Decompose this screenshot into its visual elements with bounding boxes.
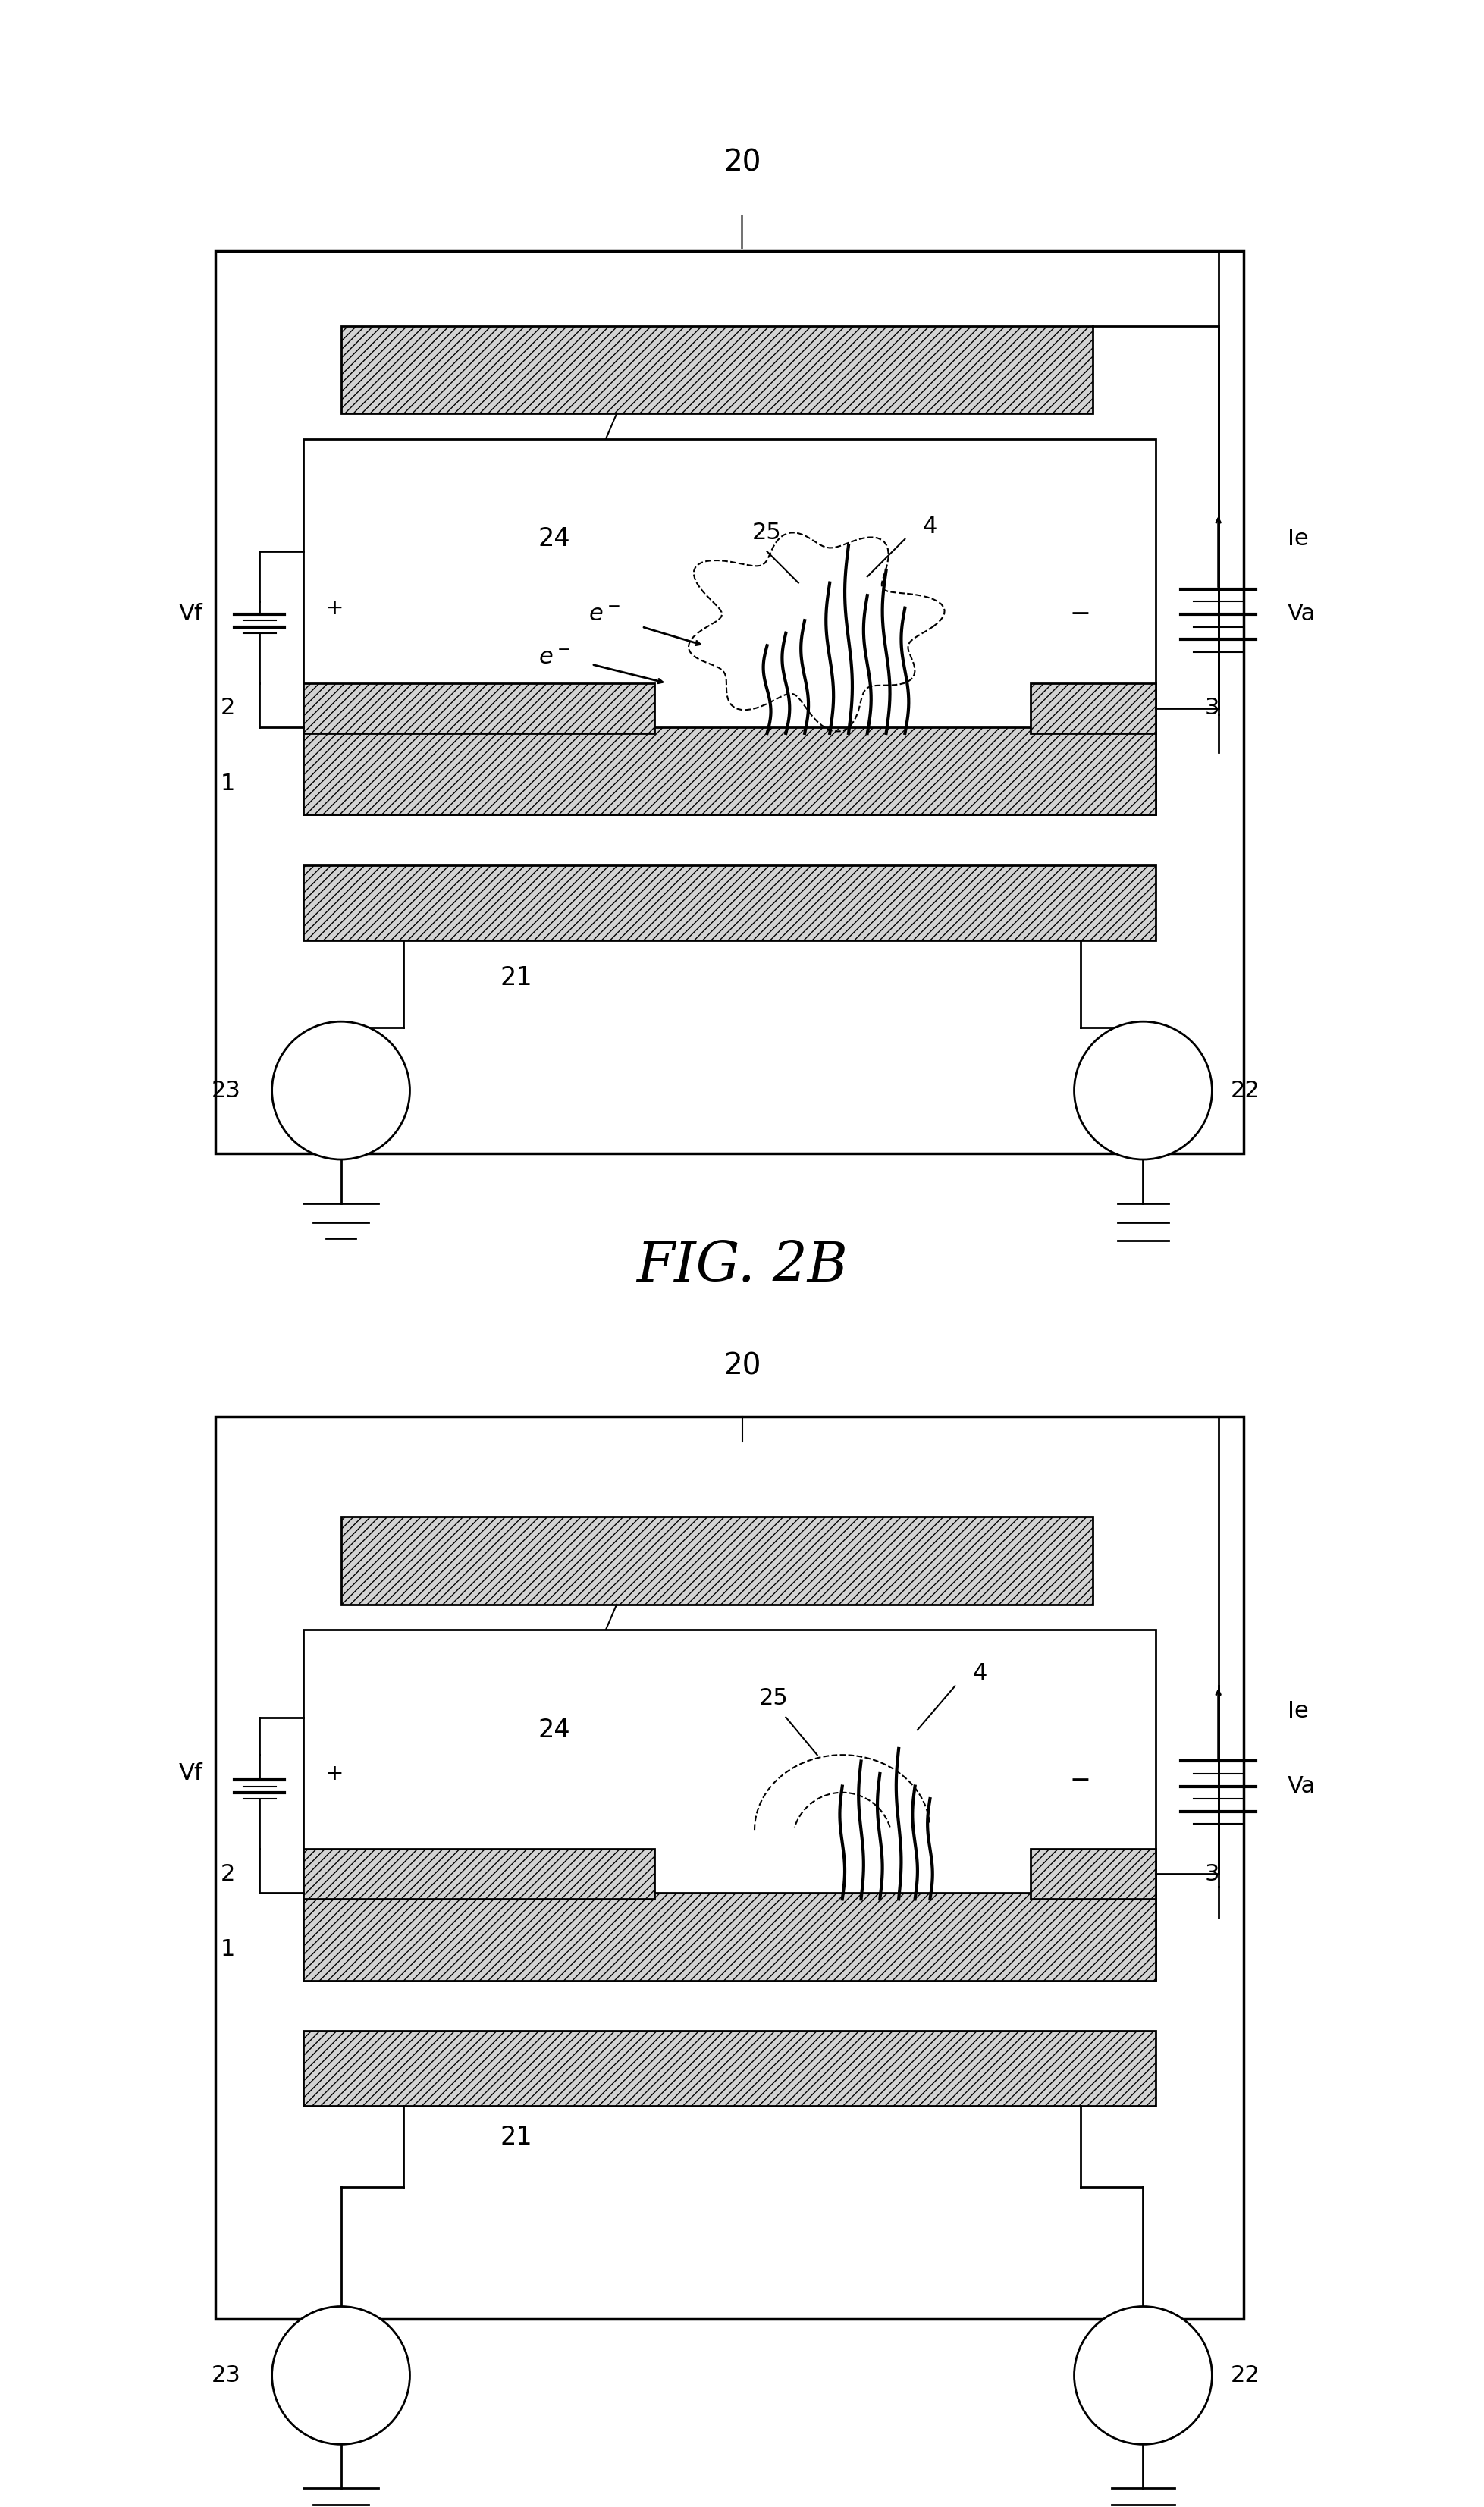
Text: 21: 21 [500,965,533,990]
Circle shape [272,1023,410,1158]
Text: $e^-$: $e^-$ [539,647,570,669]
Bar [215,251,1244,1153]
Text: 25: 25 [758,1687,788,1710]
Text: 1: 1 [221,772,236,795]
Text: Vf: Vf [178,1762,202,1785]
Text: Vf: Vf [178,604,202,624]
Text: 22: 22 [1230,2364,1260,2387]
Text: 22: 22 [1230,1081,1260,1101]
Bar [215,1416,1244,2319]
Bar [1030,682,1156,732]
Bar [1030,1850,1156,1900]
Circle shape [1074,1023,1212,1158]
Text: 4: 4 [923,516,938,536]
Bar [303,682,654,732]
Text: −: − [1070,602,1091,627]
Text: 20: 20 [723,1351,761,1381]
Text: 24: 24 [537,1717,570,1742]
Text: 25: 25 [752,521,782,544]
Bar [303,2031,1156,2106]
Text: +: + [326,1762,343,1785]
Bar [303,865,1156,940]
Circle shape [272,2306,410,2444]
Bar [341,326,1094,414]
Text: FIG. 2B: FIG. 2B [637,1238,847,1294]
Bar [303,1850,654,1900]
Text: 2: 2 [221,1863,236,1885]
Text: 3: 3 [1205,1863,1220,1885]
Text: 4: 4 [974,1662,987,1685]
Text: Va: Va [1287,604,1315,624]
Text: +: + [326,597,343,619]
Bar [303,439,1156,815]
Bar [303,1893,1156,1981]
Text: 23: 23 [211,1081,240,1101]
Text: Va: Va [1287,1775,1315,1798]
Text: $e^-$: $e^-$ [588,604,620,624]
Bar [303,727,1156,815]
Circle shape [1074,2306,1212,2444]
Text: 3: 3 [1205,697,1220,720]
Text: 24: 24 [537,526,570,552]
Bar [341,1517,1094,1604]
Text: 21: 21 [500,2126,533,2148]
Bar [303,1630,1156,1981]
Text: −: − [1070,1767,1091,1793]
Text: 1: 1 [221,1938,236,1960]
Text: 20: 20 [723,148,761,178]
Text: 23: 23 [211,2364,240,2387]
Text: 2: 2 [221,697,236,720]
Text: Ie: Ie [1287,1700,1309,1722]
Text: Ie: Ie [1287,529,1309,549]
